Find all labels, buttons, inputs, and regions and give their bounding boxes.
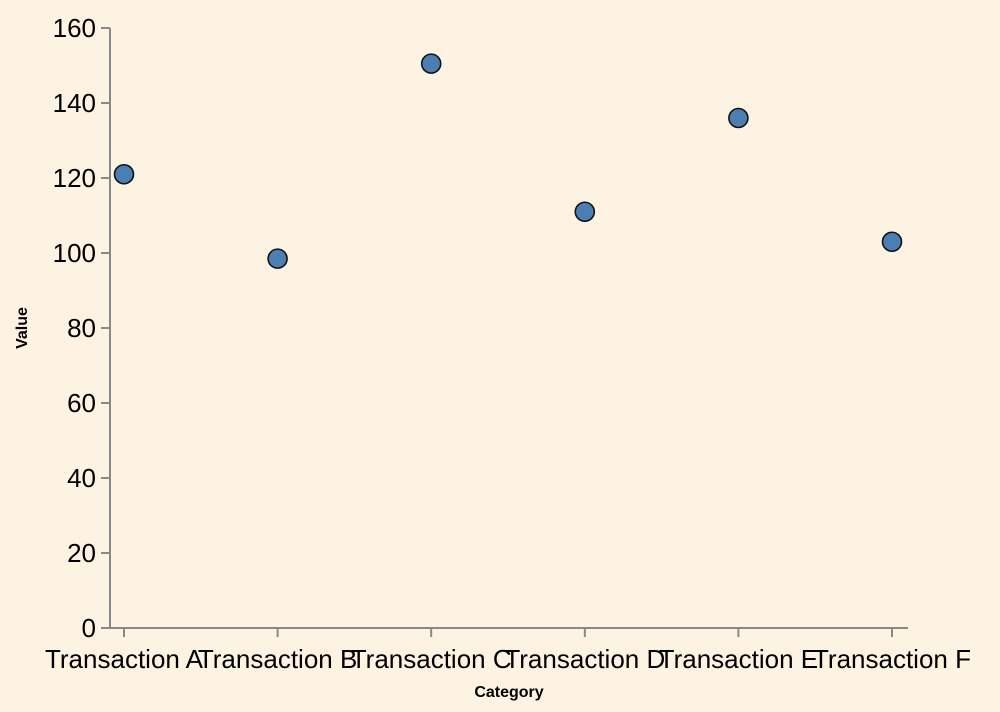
- data-point: [267, 248, 288, 269]
- y-axis-title: Value: [14, 307, 31, 349]
- data-point: [728, 107, 749, 129]
- data-point: [574, 201, 596, 223]
- y-tick-label: 40: [67, 463, 96, 493]
- y-axis: 0 20 40 60 80 100 120 140 160: [53, 13, 111, 643]
- x-tick-label: Transaction E: [659, 644, 818, 674]
- y-tick-label: 60: [67, 388, 96, 418]
- y-tick-label: 100: [53, 238, 96, 268]
- y-tick-label: 120: [53, 163, 96, 193]
- x-tick-label: Transaction A: [45, 644, 204, 674]
- y-tick-label: 0: [82, 613, 96, 643]
- data-point: [113, 163, 135, 185]
- x-tick-label: Transaction F: [813, 644, 971, 674]
- y-tick-label: 80: [67, 313, 96, 343]
- data-point: [420, 53, 442, 74]
- x-tick-label: Transaction C: [351, 644, 512, 674]
- y-tick-label: 160: [53, 13, 96, 43]
- data-points: [113, 53, 903, 269]
- y-tick-label: 140: [53, 88, 96, 118]
- x-tick-label: Transaction B: [198, 644, 357, 674]
- data-point: [881, 231, 903, 253]
- y-tick-label: 20: [67, 538, 96, 568]
- x-axis-title: Category: [474, 684, 543, 701]
- x-tick-label: Transaction D: [504, 644, 665, 674]
